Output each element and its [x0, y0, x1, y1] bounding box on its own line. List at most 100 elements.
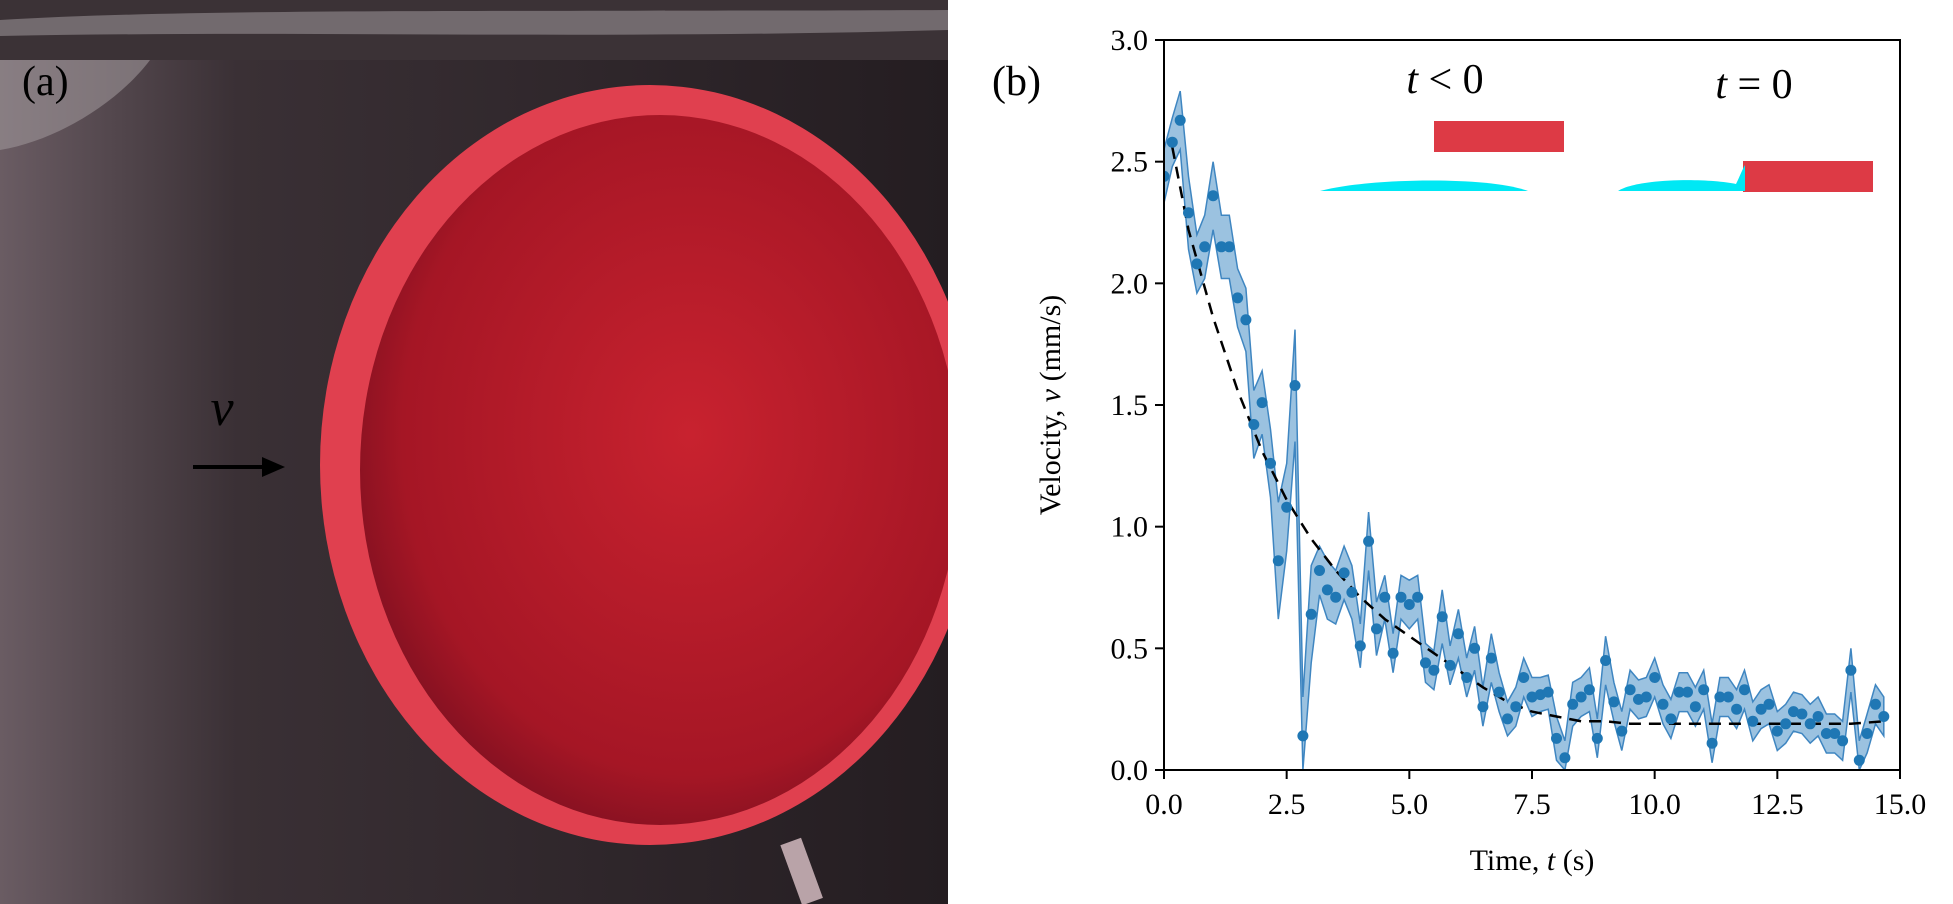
data-point: [1731, 703, 1743, 715]
data-point: [1297, 730, 1309, 742]
data-point: [1493, 686, 1505, 698]
data-point: [1469, 642, 1481, 654]
data-point: [1542, 686, 1554, 698]
data-point: [1616, 725, 1628, 737]
data-point: [1199, 241, 1211, 253]
data-point: [1559, 752, 1571, 764]
data-point: [1485, 652, 1497, 664]
data-point: [1837, 735, 1849, 747]
data-point: [1591, 732, 1603, 744]
data-point: [1395, 591, 1407, 603]
inset-after-relation: = 0: [1727, 62, 1793, 108]
panel-label-b: (b): [992, 59, 1041, 105]
data-point: [1215, 241, 1227, 253]
x-tick-label: 12.5: [1751, 788, 1804, 821]
inset-after-label: t = 0: [1715, 62, 1792, 108]
data-point: [1845, 664, 1857, 676]
data-point: [1796, 708, 1808, 720]
data-point: [1812, 711, 1824, 722]
data-point: [1829, 728, 1841, 739]
data-point: [1820, 728, 1832, 739]
inset-before-label: t < 0: [1406, 57, 1483, 103]
data-point: [1321, 584, 1333, 596]
data-point: [1649, 672, 1661, 683]
data-point: [1510, 701, 1522, 713]
meniscus-light: [0, 60, 150, 150]
inset-before-relation: < 0: [1418, 57, 1484, 103]
data-point: [1780, 718, 1792, 730]
y-axis-label: Velocity, v (mm/s): [1034, 295, 1067, 516]
inset-after-symbol: t: [1715, 62, 1728, 108]
data-point: [1412, 591, 1424, 603]
data-point: [1371, 623, 1382, 635]
data-point: [1608, 696, 1620, 708]
x-axis-label-var: t: [1547, 844, 1556, 877]
data-point: [1330, 591, 1342, 603]
data-point: [1420, 657, 1431, 669]
y-tick-label: 0.0: [1111, 754, 1149, 787]
y-axis-label-text: Velocity,: [1034, 402, 1067, 515]
data-point: [1452, 628, 1464, 640]
data-point: [1640, 691, 1652, 703]
inset-after: t = 0: [1618, 62, 1873, 192]
data-point: [1166, 136, 1178, 148]
fit-line: [1171, 146, 1884, 726]
data-point: [1583, 684, 1595, 696]
surface-reflection: [0, 10, 948, 36]
data-point: [1763, 698, 1775, 710]
y-tick-label: 2.5: [1111, 146, 1149, 179]
velocity-symbol: v: [210, 380, 234, 437]
panel-label-a: (a): [22, 59, 69, 105]
data-point: [1174, 114, 1186, 126]
velocity-arrow: [193, 457, 285, 477]
data-point: [1461, 672, 1473, 683]
y-axis-label-unit: (mm/s): [1034, 295, 1067, 389]
data-point: [1755, 703, 1767, 715]
data-point: [1428, 664, 1440, 676]
x-axis-label: Time, t (s): [1470, 844, 1595, 877]
inset-after-film: [1618, 165, 1745, 191]
y-tick-label: 1.5: [1111, 389, 1149, 422]
data-point: [1305, 608, 1317, 620]
data-point: [1314, 565, 1325, 576]
x-tick-label: 15.0: [1874, 788, 1927, 821]
data-point: [1207, 190, 1219, 202]
y-tick-label: 1.0: [1111, 511, 1149, 544]
x-tick-label: 2.5: [1268, 788, 1306, 821]
inset-after-block: [1743, 161, 1873, 192]
data-point: [1363, 535, 1375, 547]
data-point: [1861, 728, 1873, 739]
needle: [780, 837, 823, 904]
data-point: [1502, 713, 1513, 725]
droplet: [360, 115, 948, 825]
y-tick-label: 2.0: [1111, 267, 1149, 300]
data-point: [1853, 754, 1865, 766]
data-point: [1232, 292, 1244, 304]
inset-before-film: [1320, 180, 1528, 191]
data-point: [1682, 686, 1693, 698]
data-point: [1223, 241, 1235, 253]
data-point: [1771, 725, 1783, 737]
data-point: [1289, 380, 1301, 391]
data-point: [1387, 647, 1399, 659]
data-point: [1272, 555, 1284, 567]
data-point: [1657, 698, 1669, 710]
data-point: [1665, 713, 1677, 725]
x-tick-label: 7.5: [1513, 788, 1551, 821]
x-tick-label: 5.0: [1391, 788, 1429, 821]
data-point: [1164, 170, 1170, 182]
data-point: [1788, 706, 1799, 718]
data-point: [1870, 698, 1881, 710]
data-point: [1518, 672, 1530, 683]
inset-before-symbol: t: [1406, 57, 1419, 103]
x-axis-label-unit: (s): [1555, 844, 1594, 877]
x-tick-label: 0.0: [1145, 788, 1183, 821]
data-point: [1804, 718, 1816, 730]
data-point: [1436, 611, 1448, 623]
data-point: [1346, 586, 1358, 598]
water-surface: [0, 0, 948, 60]
data-point: [1403, 599, 1415, 610]
data-point: [1477, 701, 1489, 713]
data-point: [1379, 591, 1391, 603]
inset-before: t < 0: [1320, 57, 1564, 191]
